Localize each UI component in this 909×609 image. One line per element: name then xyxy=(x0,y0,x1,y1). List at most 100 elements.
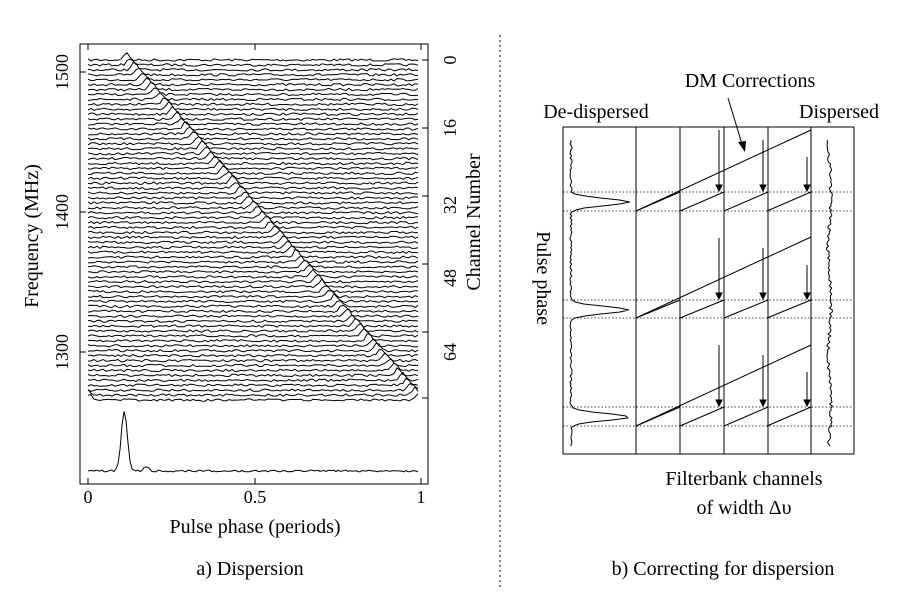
panel-a-caption: a) Dispersion xyxy=(196,558,303,580)
channel-trace xyxy=(87,338,419,348)
channel-trace xyxy=(87,245,419,255)
channel-tick-label: 64 xyxy=(440,343,460,361)
channel-trace xyxy=(87,182,419,190)
channel-trace xyxy=(87,383,419,392)
channel-trace xyxy=(87,81,419,92)
channel-trace xyxy=(87,200,419,210)
panel-b-caption: b) Correcting for dispersion xyxy=(612,558,835,580)
channel-trace xyxy=(87,62,419,72)
filterbank-frame xyxy=(562,126,855,455)
channel-trace xyxy=(87,268,419,279)
corrected-segment xyxy=(766,406,812,427)
frequency-tick-label: 1500 xyxy=(52,54,72,90)
channel-trace xyxy=(87,225,419,235)
corrected-segment xyxy=(766,299,812,319)
channel-trace xyxy=(87,140,419,151)
frequency-tick-label: 1300 xyxy=(52,334,72,370)
channel-trace xyxy=(87,260,419,269)
channel-trace xyxy=(87,67,418,77)
dispersion-sweep xyxy=(635,236,812,319)
channel-trace xyxy=(87,367,419,378)
channel-trace xyxy=(87,235,419,245)
corrected-segment xyxy=(766,191,812,212)
channel-trace xyxy=(87,156,419,166)
corrected-segment xyxy=(679,299,725,319)
x-axis-label: Pulse phase (periods) xyxy=(169,516,340,538)
panel-correcting: De-dispersed Dispersed DM Corrections Pu… xyxy=(532,70,879,580)
channel-traces xyxy=(87,52,419,402)
channel-trace xyxy=(87,377,419,387)
channel-trace xyxy=(87,304,419,314)
channel-trace xyxy=(87,52,419,62)
channel-trace xyxy=(87,290,419,299)
x-tick-label: 0 xyxy=(84,487,93,507)
panel-dispersion: 0 0.5 1 Pulse phase (periods) 1500 1400 … xyxy=(21,43,485,580)
pulse-guide-lines xyxy=(563,191,854,427)
channel-trace xyxy=(87,322,419,333)
channel-trace xyxy=(88,352,419,363)
channel-trace xyxy=(87,76,419,87)
channel-trace xyxy=(87,58,419,67)
dm-corrections-label: DM Corrections xyxy=(685,70,816,92)
channel-trace xyxy=(87,191,419,200)
channel-trace xyxy=(87,342,419,353)
dm-correction-arrowhead xyxy=(759,399,767,408)
integrated-pulse-profile xyxy=(88,411,419,473)
dm-correction-arrowhead xyxy=(759,292,767,301)
channel-trace xyxy=(87,117,419,126)
corrected-segment xyxy=(723,299,769,319)
x-tick-label: 0.5 xyxy=(244,487,267,507)
channel-trace xyxy=(87,249,419,259)
corrected-segment xyxy=(635,299,681,319)
dispersion-sweep xyxy=(635,129,812,212)
dm-pointer-line xyxy=(727,97,743,145)
channel-trace xyxy=(87,300,419,309)
channel-trace xyxy=(87,349,418,358)
dm-correction-arrowhead xyxy=(759,184,767,193)
channel-trace xyxy=(87,100,419,111)
dispersion-sweeps xyxy=(635,129,812,427)
x-axis xyxy=(87,44,422,484)
channel-trace xyxy=(87,215,419,225)
channel-trace xyxy=(87,92,419,102)
de-dispersed-profile xyxy=(569,139,630,447)
dm-correction-arrowhead xyxy=(715,399,723,408)
channel-trace xyxy=(87,106,419,116)
channel-trace xyxy=(87,285,419,294)
channel-trace xyxy=(87,110,419,121)
channel-trace xyxy=(87,159,419,171)
channel-trace xyxy=(87,308,419,318)
channel-trace xyxy=(87,393,419,402)
channel-trace xyxy=(87,358,419,368)
de-dispersed-label: De-dispersed xyxy=(543,101,649,123)
channel-trace xyxy=(87,126,419,136)
frequency-tick-label: 1400 xyxy=(52,194,72,230)
channel-dividers xyxy=(635,127,812,454)
channel-trace xyxy=(87,371,419,383)
channel-trace xyxy=(87,97,419,107)
channel-trace xyxy=(87,209,419,220)
channel-trace xyxy=(87,87,419,97)
channel-trace xyxy=(87,314,419,323)
channel-trace xyxy=(87,73,419,82)
dm-correction-arrows xyxy=(715,130,811,408)
channel-trace xyxy=(87,385,419,397)
channel-trace xyxy=(87,221,419,230)
channel-trace xyxy=(87,362,418,373)
pulse-phase-label: Pulse phase xyxy=(532,231,554,325)
dispersed-label: Dispersed xyxy=(799,101,879,123)
channel-trace xyxy=(87,170,419,180)
corrected-segment xyxy=(635,191,681,212)
dispersion-sweep xyxy=(635,344,812,427)
channel-trace xyxy=(87,131,419,141)
channel-tick-label: 16 xyxy=(440,119,460,137)
dm-correction-arrowhead xyxy=(715,292,723,301)
channel-trace xyxy=(87,333,419,343)
filterbank-label-line2: of width Δυ xyxy=(697,497,792,519)
channel-tick-label: 32 xyxy=(440,196,460,214)
channel-tick-label: 0 xyxy=(440,56,460,65)
channel-trace xyxy=(87,150,419,161)
channel-trace xyxy=(87,273,419,284)
corrected-segment xyxy=(635,406,681,427)
